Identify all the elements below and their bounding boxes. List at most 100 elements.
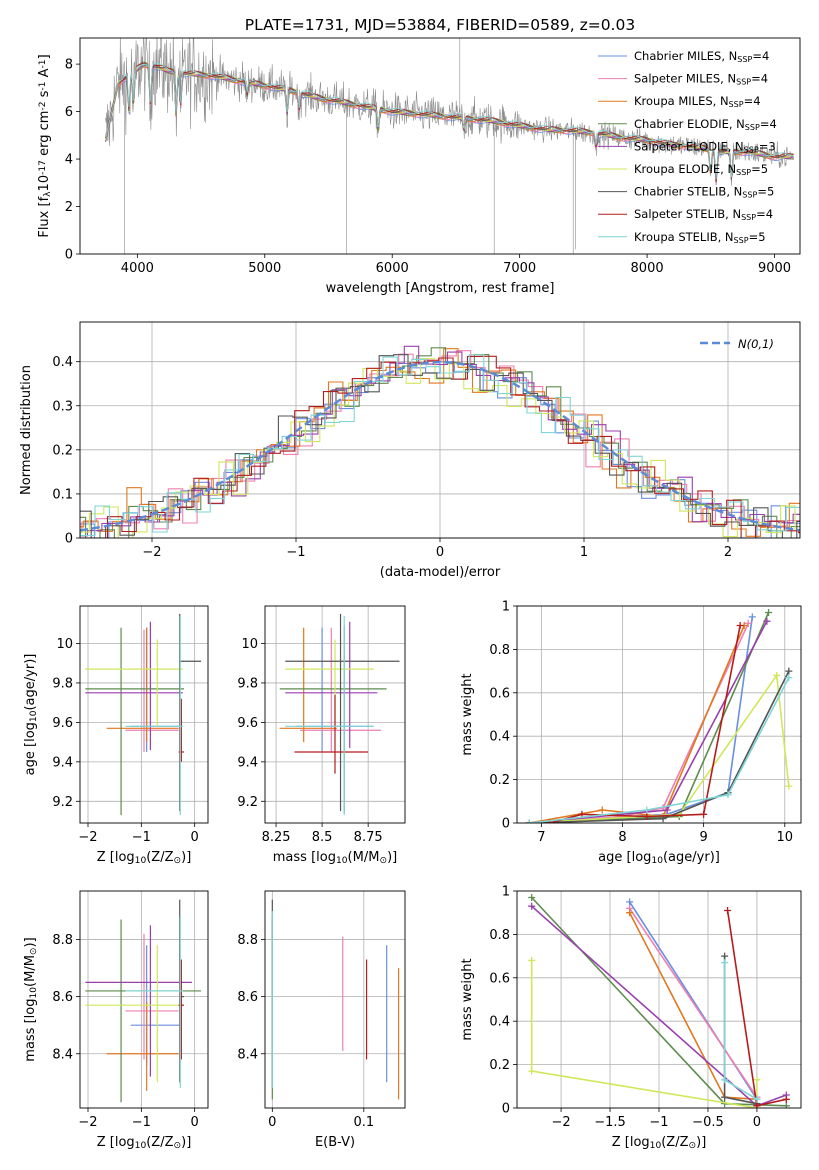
residual-histogram-legend-label: N(0,1)	[738, 337, 774, 351]
age-vs-mass-ytick-label: 9.2	[237, 795, 258, 810]
mass-vs-metallicity-ytick-label: 8.4	[52, 1047, 73, 1062]
spectrum-legend-label-8: Kroupa STELIB, NSSP=5	[634, 230, 766, 245]
spectrum-xlabel: wavelength [Angstrom, rest frame]	[326, 281, 555, 296]
mass-weight-vs-metallicity-ytick-label: 1	[502, 885, 510, 900]
mass-vs-metallicity-series-group	[85, 899, 202, 1103]
mass-weight-vs-metallicity-axes: −2 −1.5 −1 −0.5 0 0 0.2 0.4 0.6 0.8 1 Z [log10(Z/Z⊙…	[460, 885, 801, 1151]
age-vs-mass-ytick-label: 9.8	[237, 676, 258, 691]
mass-weight-vs-age-marker-8-1	[643, 806, 651, 814]
mass-weight-vs-age-marker-3-2	[765, 609, 773, 617]
mass-weight-vs-metallicity-ytick-label: 0	[502, 1102, 510, 1117]
mass-weight-vs-metallicity-line-5	[530, 960, 758, 1108]
mass-weight-vs-metallicity-marker-8-1	[721, 1076, 729, 1084]
mass-vs-metallicity-axes: −2 −1 0 8.4 8.6 8.8 Z [log10(Z/Z⊙)] mass [log10…	[23, 891, 208, 1151]
mass-weight-vs-age-line-1	[529, 623, 750, 823]
age-vs-metallicity-ytick-label: 9.2	[52, 795, 73, 810]
mass-weight-vs-metallicity-ylabel: mass weight	[460, 958, 475, 1040]
mass-weight-vs-metallicity-series-group	[528, 894, 790, 1108]
residual-histogram-axes: −2 −1 0 1 2 0 0.1 0.2 0.3 0.4 (data-model)/error No…	[19, 322, 800, 580]
residual-histogram-hist-step-2	[80, 348, 800, 537]
spectrum-ytick-label: 0	[65, 248, 73, 263]
spectrum-model-line-6	[105, 61, 794, 183]
mass-vs-metallicity-ytick-label: 8.6	[52, 990, 73, 1005]
mass-vs-metallicity-frame	[79, 890, 209, 1109]
spectrum-observed-line	[105, 38, 794, 254]
residual-histogram-xtick-label: 2	[724, 545, 732, 560]
mass-weight-vs-metallicity-marker-7-2	[782, 1095, 790, 1103]
residual-histogram-hist-step-4	[80, 345, 800, 537]
residual-histogram-xlabel: (data-model)/error	[380, 565, 501, 580]
mass-weight-vs-metallicity-frame	[516, 890, 802, 1109]
age-vs-metallicity-ylabel: age [log10(age/yr)]	[23, 654, 39, 776]
mass-weight-vs-metallicity-marker-2-0	[626, 909, 634, 917]
spectrum-xtick-label: 9000	[758, 261, 791, 276]
mass-weight-vs-metallicity-marker-5-1	[528, 1067, 536, 1075]
mass-weight-vs-age-xtick-label: 7	[537, 830, 545, 845]
mass-vs-metallicity-xtick-label: −1	[132, 1115, 151, 1130]
spectrum-legend-label-0: Chabrier MILES, NSSP=4	[634, 49, 769, 64]
spectrum-legend-label-6: Chabrier STELIB, NSSP=5	[634, 185, 774, 200]
mass-weight-vs-age-marker-4-1	[663, 806, 671, 814]
mass-weight-vs-age-xtick-label: 10	[776, 830, 793, 845]
residual-histogram-ytick-label: 0	[65, 532, 73, 547]
figure-title: PLATE=1731, MJD=53884, FIBERID=0589, z=0…	[245, 16, 635, 34]
age-vs-mass-series-group	[279, 613, 400, 816]
mass-vs-extinction-xtick-label: 0.1	[353, 1115, 374, 1130]
mass-weight-vs-age-marker-5-3	[785, 782, 793, 790]
mass-weight-vs-age-ytick-label: 1	[502, 600, 510, 615]
residual-histogram-ytick-label: 0.1	[52, 487, 73, 502]
residual-histogram-hist-step-8	[80, 354, 800, 537]
spectrum-legend-label-3: Chabrier ELODIE, NSSP=4	[634, 117, 777, 132]
mass-weight-vs-metallicity-marker-8-2	[753, 1095, 761, 1103]
mass-vs-metallicity-ytick-label: 8.8	[52, 933, 73, 948]
mass-weight-vs-age-line-6	[529, 670, 790, 823]
mass-vs-extinction-frame	[264, 890, 406, 1109]
age-vs-mass-ytick-label: 9.6	[237, 716, 258, 731]
spectrum-model-line-8	[105, 62, 794, 180]
mass-weight-vs-age-marker-1-3	[744, 619, 752, 627]
mass-weight-vs-age-marker-7-4	[736, 622, 744, 630]
age-vs-mass-xlabel: mass [log10(M/M⊙)]	[273, 850, 397, 866]
mass-vs-metallicity-xtick-label: −2	[78, 1115, 97, 1130]
mass-weight-vs-metallicity-marker-8-0	[721, 959, 729, 967]
spectrum-legend-label-7: Salpeter STELIB, NSSP=4	[634, 207, 773, 222]
spectrum-xtick-label: 5000	[248, 261, 281, 276]
mass-weight-vs-age-marker-5-2	[773, 671, 781, 679]
age-vs-metallicity-series-group	[85, 613, 202, 816]
residual-histogram-ytick-label: 0.4	[52, 355, 73, 370]
mass-weight-vs-age-ylabel: mass weight	[460, 673, 475, 755]
mass-weight-vs-age-marker-8-3	[785, 674, 793, 682]
age-vs-mass-xtick-label: 8.5	[312, 830, 333, 845]
mass-weight-vs-age-axes: 7 8 9 10 0 0.2 0.4 0.6 0.8 1 age [log10(age/yr)] ma…	[460, 600, 801, 866]
mass-weight-vs-age-marker-4-2	[763, 617, 771, 625]
mass-weight-vs-age-marker-8-2	[724, 791, 732, 799]
spectrum-xtick-label: 6000	[376, 261, 409, 276]
mass-weight-vs-age-xtick-label: 8	[618, 830, 626, 845]
mass-weight-vs-age-xlabel: age [log10(age/yr)]	[598, 850, 720, 866]
mass-weight-vs-age-frame	[516, 605, 802, 824]
mass-weight-vs-metallicity-marker-6-0	[721, 952, 729, 960]
mass-weight-vs-metallicity-xtick-label: −2	[551, 1115, 570, 1130]
residual-histogram-xtick-label: 1	[580, 545, 588, 560]
mass-weight-vs-metallicity-marker-5-3	[753, 1076, 761, 1084]
residual-histogram-xtick-label: 0	[436, 545, 444, 560]
mass-weight-vs-metallicity-marker-3-2	[782, 1102, 790, 1108]
age-vs-mass-frame	[264, 605, 406, 824]
mass-weight-vs-age-series-group	[525, 609, 793, 823]
mass-vs-metallicity-ylabel: mass [log10(M/M⊙)]	[23, 937, 39, 1061]
spectrum-ylabel: Flux [fλ10-17 erg cm-2 s-1 A-1]	[37, 54, 53, 237]
spectrum-legend: Chabrier MILES, NSSP=4 Salpeter MILES, NS…	[598, 49, 777, 245]
mass-weight-vs-age-ytick-label: 0.2	[489, 773, 510, 788]
mass-weight-vs-age-line-7	[549, 625, 741, 823]
mass-weight-vs-metallicity-marker-7-1	[753, 1102, 761, 1108]
spectrum-ytick-label: 2	[65, 200, 73, 215]
mass-weight-vs-metallicity-marker-0-0	[626, 898, 634, 906]
mass-weight-vs-metallicity-xtick-label: −1	[649, 1115, 668, 1130]
age-vs-mass-ytick-label: 10	[241, 637, 258, 652]
mass-weight-vs-age-ytick-label: 0.6	[489, 686, 510, 701]
residual-histogram-hist-step-7	[80, 355, 800, 538]
residual-histogram-hist-step-6	[80, 354, 800, 538]
mass-vs-metallicity-xtick-label: 0	[191, 1115, 199, 1130]
mass-weight-vs-age-marker-7-3	[700, 810, 708, 818]
spectrum-series-group	[105, 38, 794, 254]
